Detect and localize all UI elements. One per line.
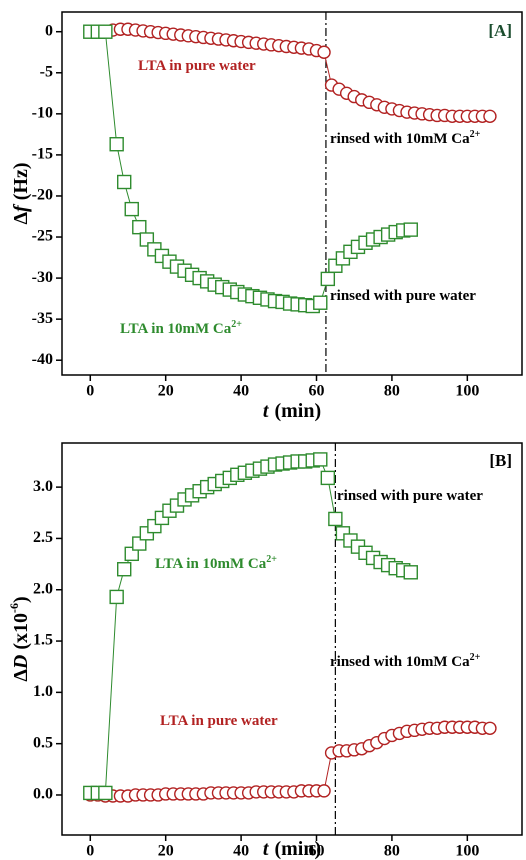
data-point — [109, 137, 124, 152]
x-axis-label: t (min) — [263, 400, 321, 422]
y-tick-label: -30 — [32, 269, 53, 286]
annotation: LTA in 10mM Ca2+ — [155, 554, 277, 573]
x-tick-label: 80 — [384, 843, 400, 860]
x-tick-label: 100 — [455, 383, 479, 400]
x-tick-label: 40 — [233, 383, 249, 400]
series-line — [90, 726, 490, 797]
data-point — [483, 109, 497, 124]
annotation-sup: 2+ — [231, 319, 242, 330]
x-tick-label: 20 — [158, 843, 174, 860]
data-point — [317, 45, 331, 59]
annotation: rinsed with pure water — [337, 488, 483, 504]
data-point — [98, 24, 113, 39]
plot-frame — [61, 442, 523, 836]
y-axis-label-part: Δ — [10, 211, 32, 224]
x-tick-label: 80 — [384, 383, 400, 400]
annotation-text: rinsed with pure water — [337, 488, 483, 504]
x-tick-label: 20 — [158, 383, 174, 400]
y-axis-label-part: -6 — [7, 603, 21, 613]
panel: 0 20 40 60 80 100 0 -5 -10 -15 -20 -25 -30 -35 -40 [A] t… — [10, 11, 523, 422]
x-axis-label-part: (min) — [274, 400, 321, 422]
data-point — [313, 295, 328, 310]
data-point — [98, 785, 113, 801]
plot-frame — [61, 11, 523, 376]
data-point — [109, 589, 124, 605]
x-tick-label: 0 — [86, 383, 94, 400]
x-tick-label: 0 — [86, 843, 94, 860]
x-tick-label: 60 — [309, 843, 325, 860]
data-point — [117, 562, 132, 577]
data-point — [124, 201, 139, 217]
y-tick-label: -40 — [32, 351, 53, 368]
data-point — [328, 511, 343, 527]
data-point — [403, 222, 418, 237]
annotation: LTA in pure water — [138, 58, 256, 74]
annotation-sup: 2+ — [470, 652, 481, 663]
y-axis-label-part: D — [10, 655, 32, 670]
panel-label: [B] — [489, 451, 512, 470]
annotation: rinsed with pure water — [330, 288, 476, 304]
y-tick-label: 3.0 — [33, 478, 53, 495]
data-point — [320, 470, 336, 486]
x-tick-label: 40 — [233, 843, 249, 860]
annotation-text: LTA in pure water — [160, 713, 278, 729]
y-tick-label: -35 — [32, 310, 53, 327]
data-point — [320, 271, 336, 287]
annotation-sup: 2+ — [266, 554, 277, 565]
data-point — [403, 565, 418, 580]
y-tick-label: 0 — [45, 22, 53, 39]
x-axis-label-part: t — [263, 400, 270, 422]
y-axis-label: Δf (Hz) — [10, 163, 32, 225]
x-tick-label: 60 — [309, 383, 325, 400]
y-tick-label: -5 — [40, 63, 53, 80]
annotation-sup: 2+ — [470, 129, 481, 140]
y-axis-label-part: ) — [10, 596, 32, 603]
annotation: LTA in pure water — [160, 713, 278, 729]
y-tick-label: 1.0 — [33, 683, 53, 700]
x-axis-label-part: (min) — [274, 838, 321, 860]
y-tick-label: -10 — [32, 105, 53, 122]
y-axis-label-part: (Hz) — [10, 163, 32, 201]
y-tick-label: 0.0 — [33, 786, 53, 803]
data-point — [117, 174, 132, 190]
y-tick-label: 2.0 — [33, 580, 53, 597]
y-tick-label: 2.5 — [33, 529, 53, 546]
annotation-text: LTA in 10mM Ca — [155, 556, 267, 572]
data-point — [483, 721, 497, 735]
annotation-text: LTA in pure water — [138, 58, 256, 74]
data-point — [317, 784, 331, 798]
x-axis-label: t (min) — [263, 838, 321, 860]
annotation: rinsed with 10mM Ca2+ — [330, 652, 481, 671]
x-axis-label-part: t — [263, 838, 270, 860]
data-point — [132, 219, 147, 235]
panel-label: [A] — [488, 21, 512, 40]
y-axis-label: ΔD (x10-6) — [7, 596, 32, 681]
y-axis-label-part: (x10 — [10, 613, 32, 650]
panel: 0 20 40 60 80 100 0.0 0.5 1.0 1.5 2.0 2.5 3.0 [B] t (mi… — [7, 442, 523, 860]
annotation: LTA in 10mM Ca2+ — [120, 319, 242, 338]
y-axis-label-part: Δ — [10, 669, 32, 682]
y-axis-label-part: f — [10, 203, 32, 212]
annotation-text: rinsed with 10mM Ca — [330, 131, 470, 147]
annotation: rinsed with 10mM Ca2+ — [330, 129, 481, 148]
y-tick-label: -25 — [32, 228, 53, 245]
y-tick-label: 0.5 — [33, 734, 53, 751]
data-point — [313, 452, 328, 467]
y-tick-label: -20 — [32, 187, 53, 204]
annotation-text: rinsed with 10mM Ca — [330, 654, 470, 670]
x-tick-label: 100 — [455, 843, 479, 860]
y-tick-label: -15 — [32, 146, 53, 163]
y-tick-label: 1.5 — [33, 632, 53, 649]
annotation-text: LTA in 10mM Ca — [120, 321, 232, 337]
annotation-text: rinsed with pure water — [330, 288, 476, 304]
